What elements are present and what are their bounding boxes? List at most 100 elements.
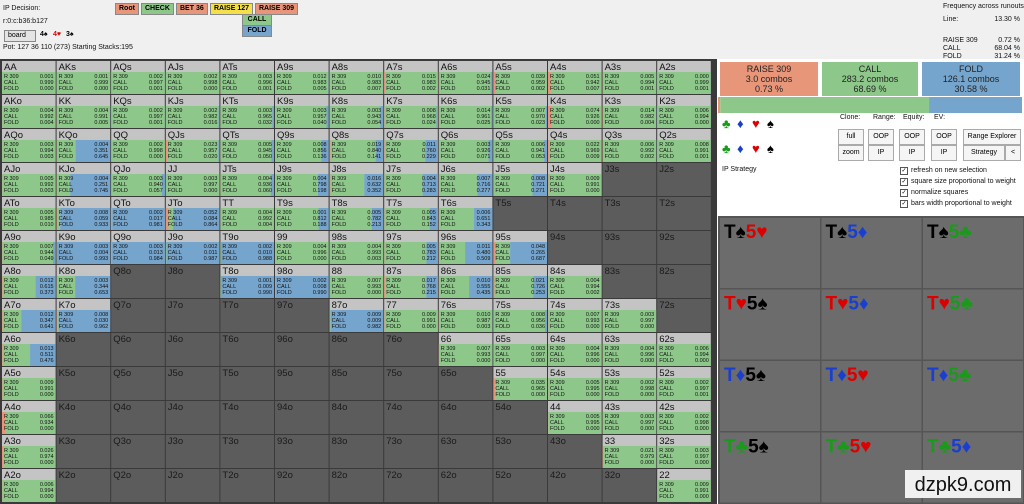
hand-label: A7s	[386, 62, 403, 73]
checkbox[interactable]: ✓	[900, 167, 908, 175]
line-value: 0.007	[531, 108, 545, 114]
action-path-button[interactable]: CHECK	[141, 3, 174, 15]
strategy-bar	[380, 106, 384, 128]
line-label: CALL	[277, 216, 291, 222]
control-button[interactable]: full	[838, 129, 864, 145]
action-path-button[interactable]: BET 36	[176, 3, 208, 15]
checkbox[interactable]: ✓	[900, 178, 908, 186]
control-button[interactable]: IP	[868, 145, 894, 161]
line-label: CALL	[495, 80, 509, 86]
summary-box	[922, 62, 1020, 96]
line-value: 0.982	[367, 324, 381, 330]
hand-label: T6o	[222, 334, 238, 345]
line-value: 0.002	[204, 74, 218, 80]
line-label: R 309	[4, 312, 19, 318]
control-button[interactable]: IP	[931, 145, 957, 161]
line-label: R 309	[168, 210, 183, 216]
line-value: 0.008	[422, 108, 436, 114]
hand-label: 32o	[605, 470, 621, 481]
strategy-button[interactable]: Strategy	[963, 145, 1005, 161]
suit-filter: ♥	[752, 141, 760, 156]
back-button[interactable]: <	[1005, 145, 1021, 161]
strategy-bar	[318, 208, 329, 230]
line-value: 0.009	[586, 176, 600, 182]
line-label: FOLD	[605, 392, 620, 398]
line-value: 0.002	[258, 244, 272, 250]
control-button[interactable]: OOP	[868, 129, 894, 145]
line-label: CALL	[222, 80, 236, 86]
checkbox[interactable]: ✓	[900, 189, 908, 197]
runout-cell	[821, 218, 922, 288]
hand-label: 84s	[550, 266, 566, 277]
line-label: CALL	[659, 352, 673, 358]
control-button[interactable]: OOP	[931, 129, 957, 145]
action-path-button[interactable]: RAISE 309	[255, 3, 299, 15]
line-label: FOLD	[277, 86, 292, 92]
line-label: FOLD	[550, 358, 565, 364]
strategy-bar	[549, 140, 602, 162]
line-label: R 309	[495, 244, 510, 250]
line-value: 0.344	[94, 284, 108, 290]
line-value: 0.002	[640, 154, 654, 160]
line-value: 0.271	[531, 188, 545, 194]
line-value: 0.000	[640, 392, 654, 398]
strategy-bar	[221, 242, 274, 264]
strategy-bar	[2, 344, 31, 366]
hand-cell	[275, 435, 329, 468]
runout-cell	[720, 218, 820, 288]
strategy-bar	[218, 140, 220, 162]
strategy-bar	[2, 174, 56, 196]
hand-label: ATs	[222, 62, 237, 73]
line-label: R 309	[222, 176, 237, 182]
hand-label: T8s	[332, 198, 348, 209]
hand-label: T3s	[605, 198, 621, 209]
control-button[interactable]: IP	[899, 145, 925, 161]
line-label: CALL	[4, 454, 18, 460]
line-value: 0.996	[586, 352, 600, 358]
strategy-bar	[329, 72, 331, 94]
line-value: 0.005	[367, 210, 381, 216]
hand-label: T8o	[222, 266, 238, 277]
line-label: FOLD	[659, 392, 674, 398]
line-label: CALL	[441, 284, 455, 290]
hand-label: AJo	[4, 164, 20, 175]
strategy-bar	[657, 140, 711, 162]
line-value: 0.843	[422, 216, 436, 222]
line-value: 0.229	[422, 154, 436, 160]
line-label: R 309	[550, 108, 565, 114]
line-label: R 309	[605, 346, 620, 352]
line-value: 0.003	[40, 154, 54, 160]
control-button[interactable]: Range Explorer	[963, 129, 1021, 145]
line-value: 0.005	[258, 142, 272, 148]
line-value: 0.000	[477, 358, 491, 364]
line-value: 0.002	[204, 244, 218, 250]
line-label: CALL	[113, 148, 127, 154]
action-path-button[interactable]: RAISE 127	[210, 3, 254, 15]
runout-card: T♠	[826, 222, 848, 243]
line-label: R 309	[605, 414, 620, 420]
checkbox[interactable]: ✓	[900, 200, 908, 208]
strategy-bar	[532, 174, 547, 196]
hand-label: J9s	[277, 164, 292, 175]
strategy-bar	[161, 174, 165, 196]
line-label: FOLD	[441, 86, 456, 92]
hand-label: J8o	[168, 266, 183, 277]
line-label: R 309	[386, 244, 401, 250]
control-button[interactable]: OOP	[899, 129, 925, 145]
line-label: CALL	[332, 80, 346, 86]
line-label: R 309	[659, 108, 674, 114]
action-path-button[interactable]: Root	[115, 3, 139, 15]
line-label: CALL	[168, 148, 182, 154]
board-button[interactable]: board	[4, 30, 36, 42]
line-value: 0.997	[204, 182, 218, 188]
line-value: 0.004	[40, 108, 54, 114]
line-value: 0.343	[477, 222, 491, 228]
control-button[interactable]: zoom	[838, 145, 864, 161]
hand-cell	[602, 163, 657, 196]
action-option-button[interactable]: FOLD	[242, 25, 272, 37]
line-label: FOLD	[168, 154, 183, 160]
line-value: 0.001	[640, 86, 654, 92]
hand-cell	[384, 367, 438, 400]
line-value: 0.001	[695, 86, 709, 92]
line-value: 0.051	[586, 74, 600, 80]
